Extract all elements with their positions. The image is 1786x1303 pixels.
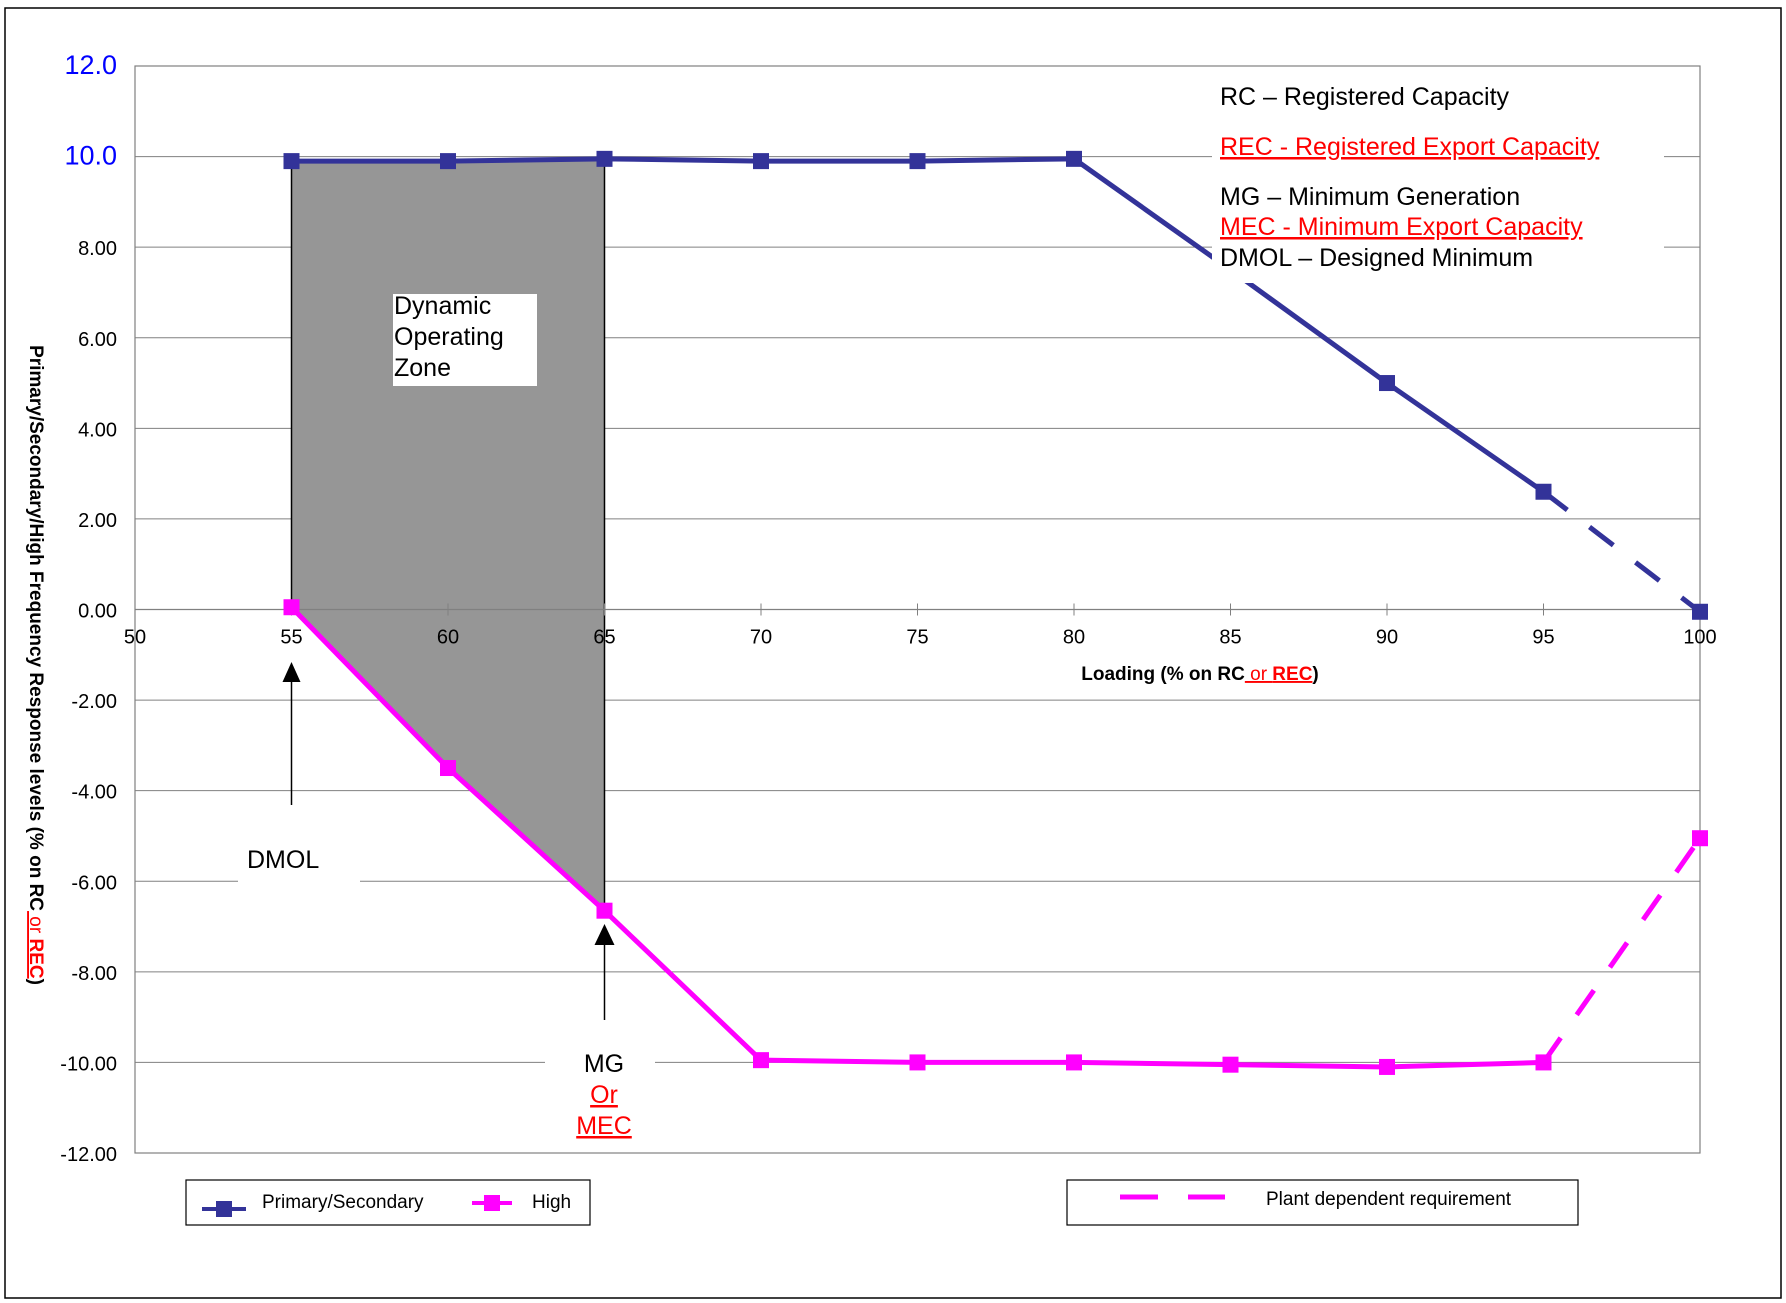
x-tick-label-7: 85: [1219, 627, 1241, 649]
x-tick-label-9: 95: [1532, 627, 1554, 649]
y-tick-label-6: 0.00: [78, 601, 117, 623]
y-tick-label-5: 2.00: [78, 510, 117, 532]
abbr-rc: RC – Registered Capacity: [1220, 83, 1510, 111]
zone-label-line-1: Dynamic: [394, 292, 491, 320]
plant-dependent-label: Plant dependent requirement: [1266, 1189, 1512, 1210]
dmol-label: DMOL: [247, 846, 319, 874]
y-axis-title-part-1: Primary/Secondary/High Frequency Respons…: [25, 345, 46, 911]
abbreviation-box: [1212, 68, 1664, 283]
mg-mec-label: MEC: [576, 1112, 632, 1140]
series-layer: [283, 150, 1708, 1075]
y-tick-label-9: -6.00: [71, 872, 117, 894]
x-tick-label-10: 100: [1683, 627, 1716, 649]
abbr-rec: REC - Registered Export Capacity: [1220, 133, 1600, 161]
x-tick-label-1: 55: [280, 627, 302, 649]
point-high-90: [1379, 1058, 1395, 1075]
y-axis-title-part-3: REC: [25, 938, 46, 978]
x-tick-label-5: 75: [906, 627, 928, 649]
y-tick-label-8: -4.00: [71, 782, 117, 804]
point-high-85: [1222, 1056, 1239, 1073]
point-high-55: [283, 599, 300, 616]
mg-label: MG: [584, 1050, 624, 1078]
legend-marker-high: [484, 1195, 500, 1211]
y-tick-label-4: 4.00: [78, 419, 117, 441]
y-axis-title: Primary/Secondary/High Frequency Respons…: [25, 345, 46, 985]
point-primary-95: [1535, 483, 1552, 500]
point-high-65: [596, 902, 613, 919]
y-axis-title-part-4: ): [25, 979, 46, 985]
y-tick-label-7: -2.00: [71, 691, 117, 713]
legend-label-primary: Primary/Secondary: [262, 1192, 424, 1213]
y-tick-label-2: 8.00: [78, 238, 117, 260]
point-high-95: [1535, 1054, 1552, 1071]
point-high-70: [753, 1052, 769, 1069]
point-primary-70: [753, 153, 769, 170]
y-tick-label-0: 12.0: [64, 50, 117, 80]
zone-label-line-3: Zone: [394, 354, 451, 382]
dmol-arrow-head: [282, 662, 301, 682]
x-tick-label-4: 70: [750, 627, 772, 649]
y-tick-label-3: 6.00: [78, 329, 117, 351]
zone-label: Dynamic Operating Zone: [394, 292, 511, 382]
x-tick-label-8: 90: [1376, 627, 1398, 649]
abbr-mg: MG – Minimum Generation: [1220, 183, 1520, 211]
legend-box: [185, 1179, 591, 1226]
x-axis-title: Loading (% on RC or REC): [1081, 664, 1319, 685]
point-primary-65: [596, 150, 613, 167]
x-axis-title-part-2: or: [1245, 664, 1272, 685]
x-tick-label-0: 50: [124, 627, 146, 649]
mg-or-label: Or: [590, 1081, 618, 1109]
point-high-60: [440, 760, 456, 777]
abbr-mec: MEC - Minimum Export Capacity: [1220, 213, 1583, 241]
point-primary-90: [1379, 375, 1395, 392]
zone-label-line-2: Operating: [394, 323, 504, 351]
x-axis-title-part-1: Loading (% on RC: [1081, 664, 1245, 685]
plant-dependent-legend: Plant dependent requirement: [1066, 1179, 1579, 1226]
point-high-100: [1692, 830, 1708, 847]
axis-layer: 12.0 10.0 8.00 6.00 4.00 2.00 0.00 -2.00 -4.00 -6…: [60, 50, 1716, 1166]
legend-label-high: High: [532, 1192, 571, 1213]
mg-arrow-head: [594, 924, 615, 945]
y-axis-title-part-2: or: [25, 911, 46, 938]
x-axis-title-part-4: ): [1312, 664, 1318, 685]
x-axis-title-part-3: REC: [1272, 664, 1312, 685]
x-tick-label-2: 60: [437, 627, 459, 649]
x-tick-label-6: 80: [1063, 627, 1085, 649]
point-primary-55: [283, 153, 300, 170]
y-tick-label-1: 10.0: [64, 141, 117, 171]
point-high-80: [1066, 1054, 1082, 1071]
annotation-layer: [282, 662, 615, 1020]
y-tick-label-12: -12.00: [60, 1144, 117, 1166]
mg-label-box: [545, 1045, 655, 1150]
legend: Primary/Secondary High: [185, 1179, 591, 1226]
y-tick-label-10: -8.00: [71, 963, 117, 985]
point-primary-75: [909, 153, 926, 170]
series-dashed-line-high: [1541, 836, 1703, 1064]
zone-label-box: [393, 294, 537, 386]
point-primary-80: [1066, 150, 1082, 167]
dmol-label-box: [238, 835, 360, 885]
point-high-75: [909, 1054, 926, 1071]
legend-marker-primary: [216, 1201, 232, 1217]
y-tick-label-11: -10.00: [60, 1053, 117, 1075]
plant-dependent-legend-box: [1066, 1179, 1579, 1226]
abbr-dmol: DMOL – Designed Minimum: [1220, 244, 1533, 272]
point-primary-60: [440, 153, 456, 170]
x-tick-label-3: 65: [593, 627, 615, 649]
point-primary-100: [1692, 603, 1708, 620]
